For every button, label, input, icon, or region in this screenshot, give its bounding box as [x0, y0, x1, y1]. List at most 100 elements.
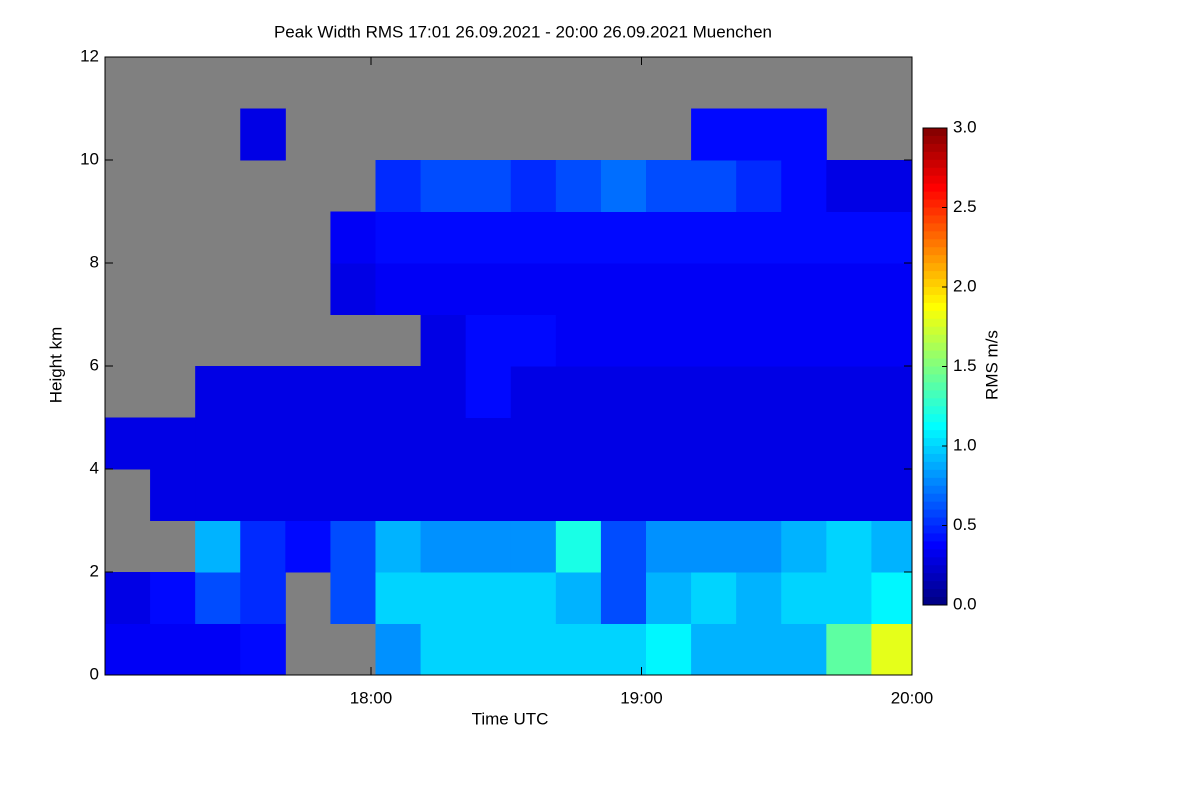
heat-cell: [600, 623, 647, 676]
heat-cell: [691, 469, 737, 521]
heat-cell: [691, 263, 737, 315]
heat-cell: [826, 314, 872, 367]
x-tick-label: 18:00: [350, 688, 393, 707]
heat-cell: [420, 366, 467, 418]
heat-cell: [646, 160, 692, 212]
colorbar-tick-label: 2.5: [953, 197, 977, 216]
chart-title: Peak Width RMS 17:01 26.09.2021 - 20:00 …: [274, 22, 772, 41]
colorbar-segment: [923, 271, 947, 280]
colorbar-segment: [923, 469, 947, 479]
colorbar-segment: [923, 382, 947, 391]
colorbar-segment: [923, 223, 947, 232]
colorbar-segment: [923, 430, 947, 439]
heat-cell: [826, 572, 872, 624]
colorbar-segment: [923, 525, 947, 534]
colorbar-segment: [923, 565, 947, 574]
heat-cell: [736, 520, 782, 573]
colorbar-segment: [923, 247, 947, 256]
heat-cell: [285, 417, 331, 470]
colorbar-label: RMS m/s: [982, 330, 1001, 400]
heat-cell: [510, 520, 557, 573]
colorbar-segment: [923, 263, 947, 272]
heat-cell: [781, 417, 827, 470]
heat-cell: [375, 572, 422, 624]
heat-cell: [646, 520, 692, 573]
heat-cell: [781, 572, 827, 624]
heat-cell: [105, 623, 151, 676]
heat-cell: [285, 520, 331, 573]
heat-cell: [691, 366, 737, 418]
heat-cell: [555, 469, 602, 521]
heat-cell: [600, 211, 647, 264]
colorbar-segment: [923, 239, 947, 248]
heat-cell: [150, 417, 196, 470]
heat-cell: [691, 108, 737, 161]
heat-cell: [555, 417, 602, 470]
heat-cell: [420, 263, 467, 315]
heat-cell: [736, 108, 782, 161]
heat-cell: [510, 366, 557, 418]
heat-cell: [195, 572, 241, 624]
colorbar-segment: [923, 215, 947, 224]
colorbar-tick-label: 0.5: [953, 515, 977, 534]
heat-cell: [375, 417, 422, 470]
colorbar-segment: [923, 477, 947, 487]
colorbar-segment: [923, 128, 947, 137]
y-axis-label: Height km: [46, 327, 65, 404]
heat-cell: [871, 366, 913, 418]
colorbar-segment: [923, 581, 947, 590]
heat-cell: [691, 623, 737, 676]
heat-cell: [330, 263, 377, 315]
x-tick-label: 19:00: [620, 688, 663, 707]
heat-cell: [240, 623, 286, 676]
colorbar-segment: [923, 159, 947, 169]
colorbar-segment: [923, 183, 947, 193]
heat-cell: [510, 417, 557, 470]
heat-cell: [781, 160, 827, 212]
colorbar-segment: [923, 406, 947, 415]
heat-cell: [736, 572, 782, 624]
heat-cell: [195, 366, 241, 418]
heat-cell: [736, 211, 782, 264]
heat-cell: [285, 469, 331, 521]
heat-cell: [826, 160, 872, 212]
heat-cell: [105, 572, 151, 624]
heat-cell: [330, 366, 377, 418]
heat-cell: [465, 623, 512, 676]
heat-cell: [150, 469, 196, 521]
heat-cell: [555, 572, 602, 624]
heat-cell: [510, 263, 557, 315]
colorbar-segment: [923, 446, 947, 455]
heat-cell: [736, 623, 782, 676]
heat-cell: [600, 160, 647, 212]
heat-cell: [150, 623, 196, 676]
colorbar-segment: [923, 310, 947, 320]
colorbar-segment: [923, 366, 947, 375]
heat-cell: [555, 520, 602, 573]
heat-cell: [195, 417, 241, 470]
heat-cell: [781, 108, 827, 161]
heat-cell: [375, 623, 422, 676]
heat-cell: [375, 211, 422, 264]
colorbar-segment: [923, 342, 947, 352]
colorbar-segment: [923, 358, 947, 367]
heat-cell: [420, 211, 467, 264]
y-tick-label: 10: [80, 149, 99, 168]
heat-cell: [330, 469, 377, 521]
heat-cell: [646, 623, 692, 676]
heat-cell: [375, 160, 422, 212]
heat-cell: [826, 366, 872, 418]
colorbar-segment: [923, 302, 947, 312]
colorbar-segment: [923, 287, 947, 296]
heat-cell: [555, 160, 602, 212]
colorbar-segment: [923, 414, 947, 423]
colorbar-segment: [923, 135, 947, 145]
y-tick-label: 12: [80, 46, 99, 65]
heat-cell: [420, 160, 467, 212]
heat-cell: [646, 366, 692, 418]
heat-cell: [871, 469, 913, 521]
heat-cell: [781, 314, 827, 367]
colorbar-segment: [923, 143, 947, 153]
heat-cell: [781, 520, 827, 573]
